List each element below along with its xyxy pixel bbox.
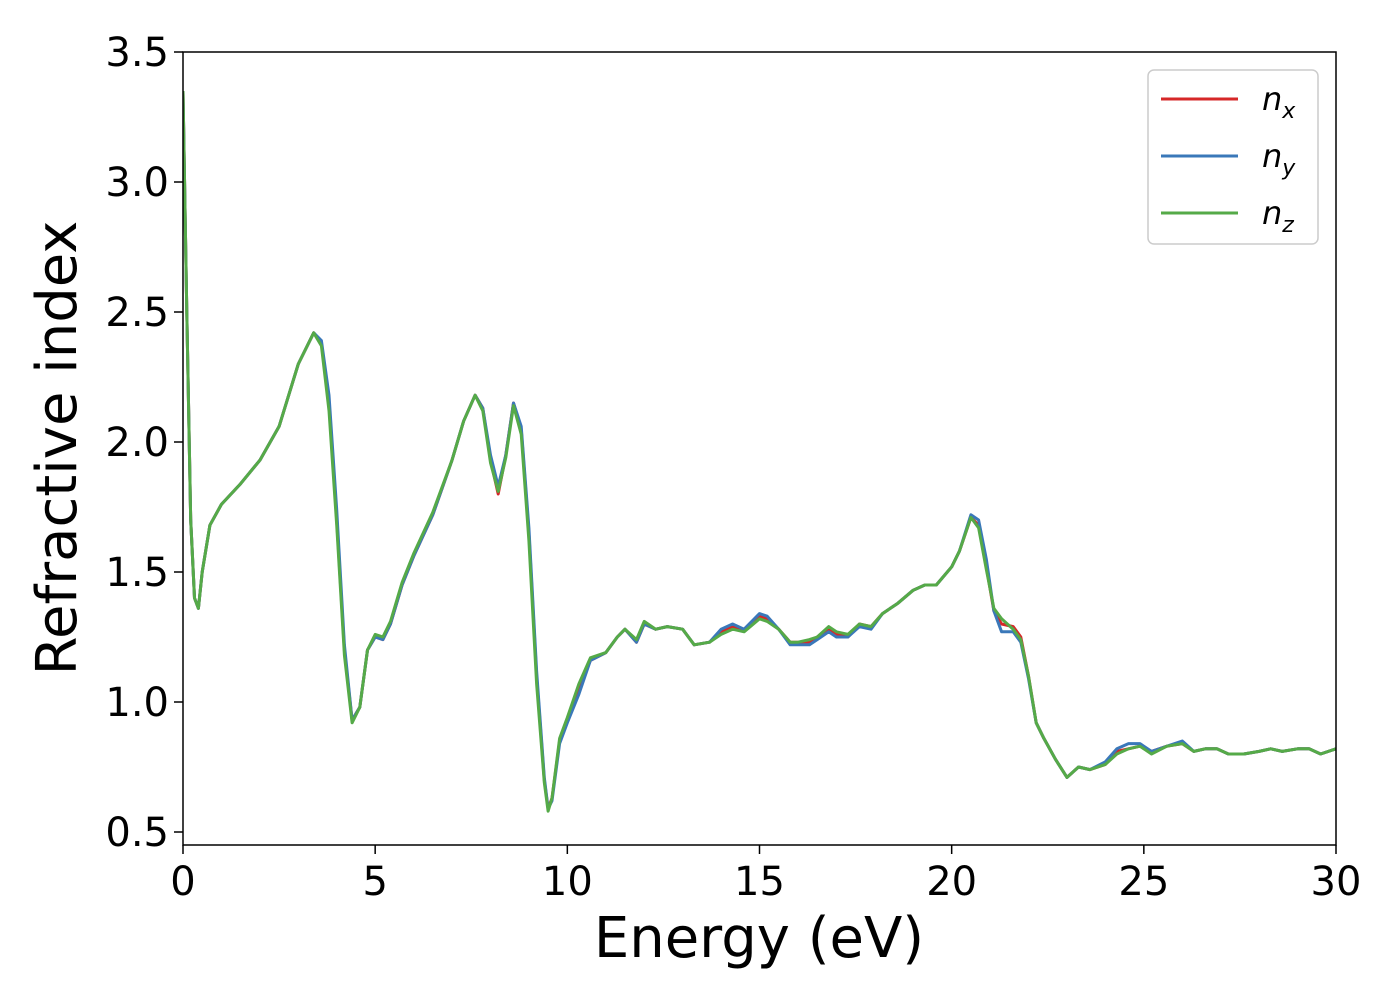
y-tick-label: 3.0 [105,160,169,206]
series-line-n-z [183,90,1336,813]
x-tick-label: 30 [1311,859,1362,905]
y-tick-label: 1.0 [105,680,169,726]
y-tick-label: 2.0 [105,420,169,466]
x-axis-label: Energy (eV) [594,906,924,971]
y-axis-label: Refractive index [25,221,90,676]
x-tick-label: 0 [170,859,195,905]
x-tick-label: 5 [362,859,387,905]
x-tick-label: 10 [542,859,593,905]
y-tick-label: 0.5 [105,810,169,856]
y-tick-label: 2.5 [105,290,169,336]
y-tick-label: 1.5 [105,550,169,596]
x-tick-label: 20 [926,859,977,905]
axis-ticks: 0 5 10 15 20 25 30 0.5 1.0 1.5 2.0 2.5 3.0 3.5 [105,30,1361,905]
y-tick-label: 3.5 [105,30,169,76]
x-tick-label: 25 [1118,859,1169,905]
x-tick-label: 15 [734,859,785,905]
